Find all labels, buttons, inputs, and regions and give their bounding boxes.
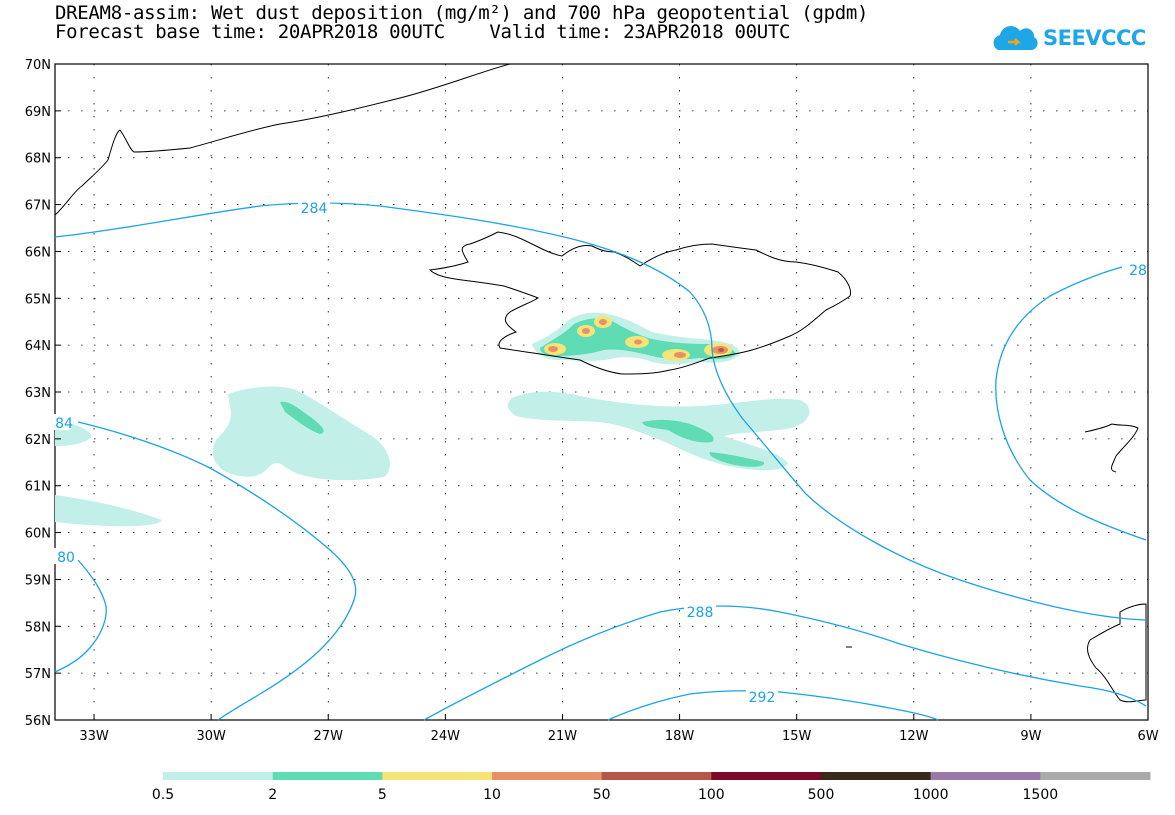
contour-labels: 284 28 84 80 288 292 (48, 199, 1147, 706)
lat-tick-label: 62N (25, 433, 51, 448)
legend-label: 100 (698, 787, 725, 803)
dust-area-far-west (55, 495, 162, 527)
scotland-coast (1087, 603, 1147, 703)
contour-label-bg (684, 603, 716, 619)
legend-label: 1500 (1023, 787, 1059, 803)
contour-label-bg (48, 414, 70, 430)
contour-280 (54, 559, 107, 673)
logo-text: SEEVCCC (1043, 26, 1146, 50)
legend-swatch (382, 772, 493, 780)
contour-284-north (54, 202, 1147, 621)
dust-deposition-shading (55, 312, 810, 527)
legend-swatch (163, 772, 274, 780)
contour-label: 80 (57, 550, 75, 566)
contour-label: 284 (301, 201, 328, 217)
legend-label: 2 (268, 787, 277, 803)
legend-swatch (1040, 772, 1151, 780)
lat-tick-label: 59N (25, 573, 51, 588)
dust-spot-orange-5 (674, 352, 686, 358)
lat-tick-label: 69N (25, 105, 51, 120)
contour-label-bg (746, 688, 778, 704)
gridlines (55, 64, 1148, 720)
lat-tick-label: 68N (25, 152, 51, 167)
chart-title: DREAM8-assim: Wet dust deposition (mg/m²… (55, 2, 869, 24)
lon-tick-label: 15W (782, 729, 812, 744)
dust-spot-orange-3 (599, 319, 607, 325)
contour-label: 288 (687, 605, 714, 621)
lat-tick-label: 65N (25, 292, 51, 307)
iceland-coast (428, 231, 851, 375)
longitude-axis: 33W 30W 27W 24W 21W 18W 15W 12W 9W 6W (79, 714, 1159, 744)
lat-tick-label: 67N (25, 199, 51, 214)
lon-tick-label: 21W (548, 729, 578, 744)
legend-swatch (930, 772, 1041, 780)
dust-spot-orange-2 (582, 328, 590, 334)
lat-tick-label: 70N (25, 58, 51, 73)
legend-swatch (601, 772, 712, 780)
dust-area-south-iceland-tail (709, 452, 765, 467)
dust-spot-orange-1 (548, 346, 558, 352)
lat-tick-label: 63N (25, 386, 51, 401)
legend-label: 5 (378, 787, 387, 803)
legend-label: 500 (808, 787, 835, 803)
lat-tick-label: 56N (25, 714, 51, 729)
chart-subtitle: Forecast base time: 20APR2018 00UTC Vali… (55, 21, 791, 43)
legend-label: 0.5 (152, 787, 174, 803)
lon-tick-label: 12W (899, 729, 929, 744)
dust-area-west-atlantic (212, 386, 390, 481)
lat-tick-label: 64N (25, 339, 51, 354)
dust-spot-brown (718, 348, 724, 352)
contour-label-bg (50, 548, 72, 564)
legend-swatch (492, 772, 603, 780)
greenland-coast (54, 63, 511, 216)
legend-swatch (711, 772, 822, 780)
dust-spot-orange-4 (634, 339, 642, 345)
legend-swatch (272, 772, 383, 780)
dust-area-south-iceland-core (642, 419, 714, 443)
lon-tick-label: 9W (1020, 729, 1041, 744)
contour-284-east (995, 265, 1147, 541)
lat-tick-label: 60N (25, 527, 51, 542)
lon-tick-label: 18W (665, 729, 695, 744)
geopotential-contours (54, 202, 1147, 721)
lon-tick-label: 33W (79, 729, 109, 744)
contour-label: 292 (749, 690, 776, 706)
lon-tick-label: 24W (431, 729, 461, 744)
legend-label: 1000 (913, 787, 949, 803)
lat-tick-label: 57N (25, 667, 51, 682)
lon-tick-label: 6W (1137, 729, 1158, 744)
lon-tick-label: 27W (314, 729, 344, 744)
dust-area-south-iceland (507, 391, 810, 471)
legend-label: 10 (483, 787, 501, 803)
legend-swatch (821, 772, 932, 780)
contour-label: 84 (55, 416, 73, 432)
latitude-axis: 70N 69N 68N 67N 66N 65N 64N 63N 62N 61N 60N 59N 58N 5… (25, 58, 61, 729)
contour-288 (423, 605, 1147, 721)
contour-292 (607, 690, 939, 721)
color-legend: 0.5 2 5 10 50 100 500 1000 1500 (152, 772, 1151, 803)
contour-label: 28 (1129, 263, 1147, 279)
lat-tick-label: 58N (25, 620, 51, 635)
dust-area-west-atlantic-inner (280, 401, 324, 434)
lat-tick-label: 66N (25, 245, 51, 260)
coastlines (54, 63, 1147, 703)
lat-tick-label: 61N (25, 480, 51, 495)
cloud-logo-icon (993, 26, 1038, 50)
lon-tick-label: 30W (196, 729, 226, 744)
contour-label-bg (1122, 261, 1144, 277)
legend-label: 50 (593, 787, 611, 803)
contour-label-bg (298, 199, 330, 215)
faroe-coast (1084, 423, 1139, 473)
contour-284-west (77, 421, 357, 721)
